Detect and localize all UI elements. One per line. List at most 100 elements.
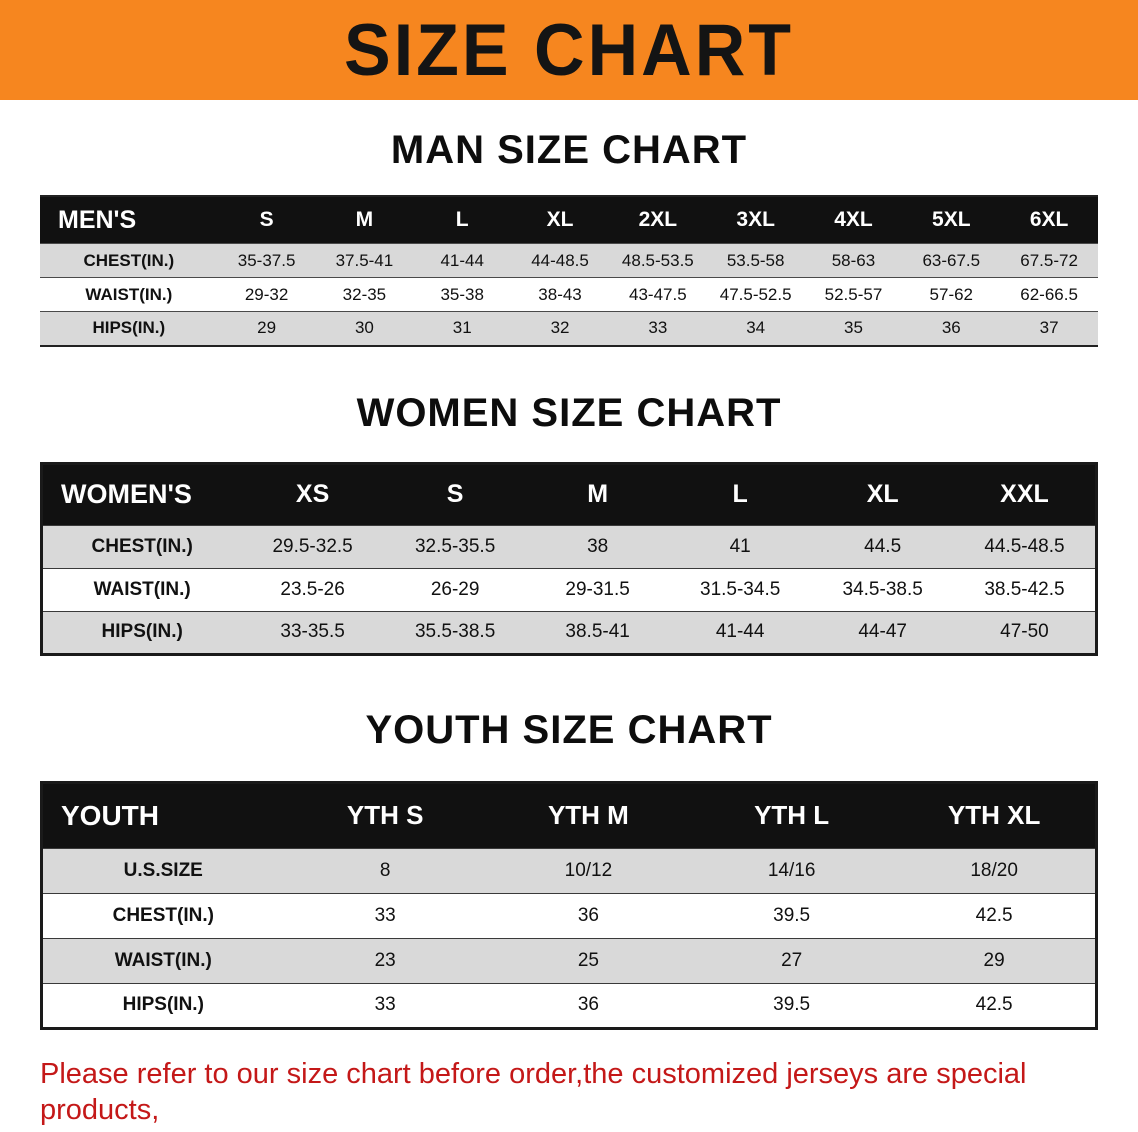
measurement-row: WAIST(IN.) 23 25 27 29 — [41, 938, 1097, 983]
measurement-row: WAIST(IN.) 23.5-26 26-29 29-31.5 31.5-34.5 34… — [41, 568, 1097, 611]
size-value-cell: 32.5-35.5 — [414, 535, 496, 557]
order-notice: Please refer to our size chart before or… — [40, 1056, 1110, 1132]
size-value-cell: 48.5-53.5 — [621, 250, 694, 270]
size-column-header: S — [383, 463, 527, 525]
measurement-label: WAIST(IN.) — [93, 578, 191, 600]
table-header-row: WOMEN'S XS S M L XL XXL — [41, 463, 1097, 525]
size-column-header: XS — [241, 463, 384, 525]
size-column-header: YTH M — [486, 782, 691, 848]
size-value-cell: 44-48.5 — [531, 250, 589, 270]
size-value-cell: 37 — [1039, 318, 1059, 338]
size-column-header: M — [315, 196, 414, 244]
size-value-cell: 33 — [648, 318, 668, 338]
measurement-label: HIPS(IN.) — [122, 994, 204, 1015]
measurement-label: CHEST(IN.) — [112, 904, 214, 926]
women-size-chart-heading: WOMEN SIZE CHART — [356, 390, 782, 435]
size-column-header: XL — [811, 463, 954, 525]
size-value-cell: 10/12 — [564, 859, 613, 881]
size-column-header: XL — [511, 196, 609, 244]
size-value-cell: 38.5-41 — [565, 621, 630, 642]
measurement-row: WAIST(IN.) 29-32 32-35 35-38 38-43 43-47.5 47.… — [40, 277, 1098, 312]
size-value-cell: 31 — [452, 318, 472, 338]
youth-size-chart-section: YOUTH SIZE CHART YOUTH YTH S YTH M YTH L YTH… — [0, 708, 1138, 1030]
size-column-header: S — [217, 196, 316, 244]
size-value-cell: 47-50 — [1000, 621, 1049, 642]
youth-size-table: YOUTH YTH S YTH M YTH L YTH XL U.S.SIZE 8 10/12… — [40, 780, 1098, 1030]
men-size-table: MEN'S S M L XL 2XL 3XL 4XL 5XL 6XL CHEST(IN.) 35-37… — [40, 195, 1098, 347]
size-value-cell: 32-35 — [342, 284, 387, 304]
women-size-chart-section: WOMEN SIZE CHART WOMEN'S XS S M L XL XXL CHEST(… — [0, 391, 1138, 656]
youth-size-chart-heading: YOUTH SIZE CHART — [365, 707, 773, 752]
size-column-header: 5XL — [902, 196, 1001, 244]
table-header-row: MEN'S S M L XL 2XL 3XL 4XL 5XL 6XL — [40, 196, 1098, 244]
size-value-cell: 29-32 — [244, 284, 289, 304]
size-value-cell: 43-47.5 — [629, 284, 687, 304]
table-header-row: YOUTH YTH S YTH M YTH L YTH XL — [41, 782, 1097, 848]
size-value-cell: 47.5-52.5 — [719, 284, 792, 304]
size-value-cell: 38.5-42.5 — [984, 578, 1065, 600]
measurement-row: HIPS(IN.) 29 30 31 32 33 34 35 36 37 — [40, 311, 1098, 346]
size-value-cell: 62-66.5 — [1020, 284, 1078, 304]
size-value-cell: 29 — [257, 318, 277, 338]
size-value-cell: 8 — [379, 859, 391, 881]
size-value-cell: 33 — [374, 994, 396, 1015]
man-size-chart-heading: MAN SIZE CHART — [390, 128, 748, 172]
size-column-header: L — [413, 196, 512, 244]
size-column-header: YTH S — [283, 782, 487, 848]
size-column-header: 4XL — [804, 196, 903, 244]
size-value-cell: 36 — [577, 994, 599, 1015]
size-value-cell: 26-29 — [430, 578, 480, 600]
measurement-label: WAIST(IN.) — [85, 284, 173, 304]
man-size-chart-section: MAN SIZE CHART MEN'S S M L XL 2XL 3XL 4XL 5XL 6XL… — [0, 128, 1138, 347]
women-size-table: WOMEN'S XS S M L XL XXL CHEST(IN.) 29.5-32.5 32.5… — [40, 461, 1098, 656]
size-column-header: XXL — [953, 463, 1097, 525]
size-column-header: YTH XL — [893, 782, 1097, 848]
measurement-row: HIPS(IN.) 33 36 39.5 42.5 — [41, 983, 1097, 1028]
size-value-cell: 42.5 — [975, 904, 1013, 926]
measurement-row: CHEST(IN.) 33 36 39.5 42.5 — [41, 893, 1097, 938]
size-value-cell: 58-63 — [831, 250, 876, 270]
size-value-cell: 32 — [550, 318, 570, 338]
notice-line-1: Please refer to our size chart before or… — [40, 1057, 1027, 1126]
measurement-label: WAIST(IN.) — [114, 949, 212, 971]
size-column-header: 2XL — [608, 196, 707, 244]
size-value-cell: 52.5-57 — [824, 284, 883, 304]
size-value-cell: 53.5-58 — [726, 250, 785, 270]
size-value-cell: 44.5 — [864, 535, 902, 557]
size-value-cell: 23.5-26 — [280, 578, 345, 600]
size-value-cell: 44-47 — [858, 621, 907, 642]
size-column-header: YTH L — [690, 782, 894, 848]
size-value-cell: 36 — [941, 318, 961, 338]
measurement-label: HIPS(IN.) — [101, 621, 183, 642]
table-corner-label: YOUTH — [41, 782, 284, 848]
size-value-cell: 41-44 — [440, 250, 484, 270]
size-value-cell: 39.5 — [773, 904, 811, 926]
measurement-row: U.S.SIZE 8 10/12 14/16 18/20 — [41, 848, 1097, 893]
size-column-header: 6XL — [1000, 196, 1098, 244]
measurement-row: CHEST(IN.) 35-37.5 37.5-41 41-44 44-48.5 48.5… — [40, 243, 1098, 278]
size-value-cell: 29-31.5 — [565, 578, 630, 600]
size-value-cell: 36 — [577, 904, 599, 926]
size-value-cell: 39.5 — [773, 994, 811, 1015]
size-value-cell: 14/16 — [767, 859, 816, 881]
size-value-cell: 44.5-48.5 — [984, 535, 1065, 557]
page-title: SIZE CHART — [344, 9, 794, 91]
measurement-row: CHEST(IN.) 29.5-32.5 32.5-35.5 38 41 44.5 44.5… — [41, 525, 1097, 568]
size-value-cell: 30 — [354, 318, 374, 338]
size-value-cell: 41 — [729, 535, 751, 557]
size-value-cell: 57-62 — [929, 284, 974, 304]
size-value-cell: 34.5-38.5 — [842, 578, 923, 600]
size-value-cell: 35-37.5 — [237, 250, 296, 270]
measurement-label: CHEST(IN.) — [83, 250, 175, 270]
table-corner-label: MEN'S — [40, 196, 218, 244]
measurement-label: U.S.SIZE — [123, 859, 203, 881]
size-value-cell: 38-43 — [538, 284, 582, 304]
banner: SIZE CHART — [0, 0, 1138, 100]
size-column-header: L — [668, 463, 812, 525]
size-value-cell: 29 — [983, 949, 1005, 971]
size-value-cell: 67.5-72 — [1020, 250, 1078, 270]
size-value-cell: 34 — [746, 318, 766, 338]
size-value-cell: 35.5-38.5 — [414, 621, 496, 642]
size-value-cell: 35-38 — [440, 284, 484, 304]
